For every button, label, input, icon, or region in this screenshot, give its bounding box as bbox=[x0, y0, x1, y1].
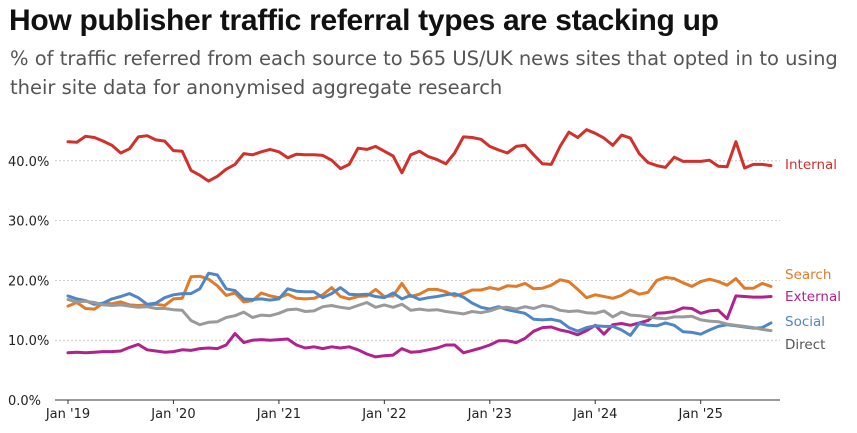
x-tick-label: Jan '23 bbox=[467, 407, 512, 422]
series-end-label-external: External bbox=[785, 289, 841, 305]
series-line-social bbox=[66, 271, 773, 337]
y-tick-label: 0.0% bbox=[8, 394, 41, 409]
series-end-label-search: Search bbox=[785, 267, 831, 283]
x-tick-label: Jan '20 bbox=[150, 407, 195, 422]
x-tick-label: Jan '25 bbox=[678, 407, 723, 422]
x-tick-label: Jan '19 bbox=[45, 407, 90, 422]
series-line-internal bbox=[66, 128, 773, 183]
x-tick-label: Jan '24 bbox=[572, 407, 617, 422]
y-tick-label: 10.0% bbox=[8, 334, 49, 349]
series-end-label-direct: Direct bbox=[785, 337, 825, 353]
y-tick-label: 20.0% bbox=[8, 274, 49, 289]
chart-title: How publisher traffic referral types are… bbox=[9, 4, 719, 37]
y-tick-label: 40.0% bbox=[8, 155, 49, 170]
x-tick-label: Jan '21 bbox=[256, 407, 301, 422]
series-end-label-internal: Internal bbox=[785, 157, 837, 173]
x-tick-label: Jan '22 bbox=[361, 407, 406, 422]
series-end-label-social: Social bbox=[785, 314, 825, 330]
y-tick-label: 30.0% bbox=[8, 215, 49, 230]
series-line-direct bbox=[66, 298, 773, 333]
series-line-search bbox=[66, 274, 773, 311]
series-line-external bbox=[66, 294, 773, 359]
chart-subtitle: % of traffic referred from each source t… bbox=[10, 47, 838, 99]
